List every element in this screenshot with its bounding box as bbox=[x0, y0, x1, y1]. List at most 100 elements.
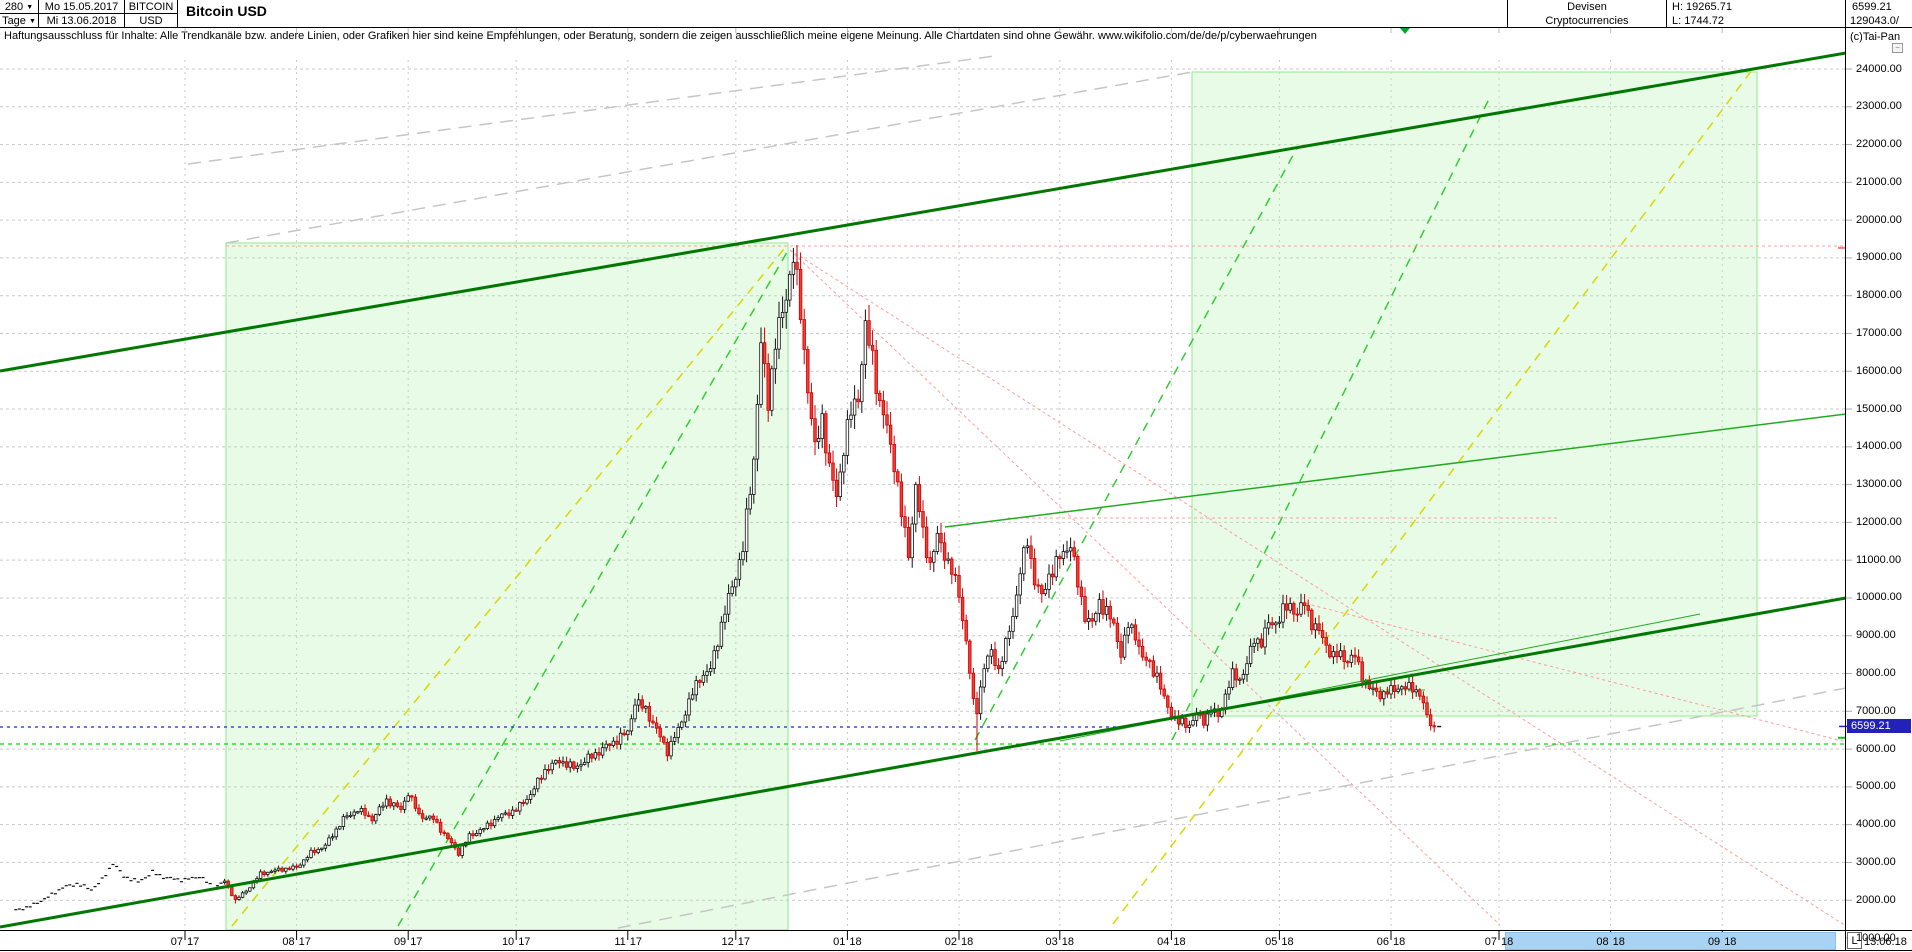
pre-period-tick bbox=[61, 887, 65, 889]
pre-period-tick bbox=[97, 883, 101, 885]
header-bottom-border bbox=[0, 27, 1912, 28]
may-top-decline bbox=[1299, 601, 1846, 743]
pre-period-tick bbox=[111, 863, 115, 866]
y-axis-label: 10000.00 bbox=[1856, 591, 1902, 604]
pre-period-tick bbox=[104, 875, 108, 877]
year-label: 18 bbox=[1061, 936, 1075, 948]
pre-period-tick bbox=[122, 876, 126, 878]
period-unit-dropdown[interactable]: Tage ▼ bbox=[0, 15, 38, 28]
last-bar-marker: L bbox=[1847, 932, 1862, 949]
pre-period-tick bbox=[79, 885, 83, 887]
pre-period-tick bbox=[151, 869, 155, 871]
pre-period-tick bbox=[25, 906, 29, 908]
pre-period-tick bbox=[208, 883, 212, 885]
divider bbox=[1507, 0, 1508, 28]
low-value: L: 1744.72 bbox=[1672, 15, 1724, 27]
pre-period-tick bbox=[143, 877, 147, 879]
month-label: 07 bbox=[1484, 936, 1497, 948]
pre-period-tick bbox=[46, 896, 50, 898]
y-axis-label: 23000.00 bbox=[1856, 100, 1902, 113]
pre-period-tick bbox=[219, 882, 223, 884]
year-label: 18 bbox=[1612, 936, 1625, 948]
pre-period-tick bbox=[129, 880, 133, 882]
divider bbox=[124, 0, 125, 28]
pre-period-tick bbox=[115, 865, 119, 868]
pre-period-tick bbox=[176, 878, 180, 880]
candles-layer bbox=[14, 245, 1442, 911]
month-label: 12 bbox=[721, 936, 734, 948]
year-label: 18 bbox=[1281, 936, 1294, 948]
pre-period-tick bbox=[183, 878, 187, 880]
gray-projection-upper-2 bbox=[225, 71, 1193, 244]
pre-period-tick bbox=[147, 875, 151, 877]
month-label: 07 bbox=[170, 936, 183, 948]
pre-period-tick bbox=[201, 877, 205, 879]
month-label: 09 bbox=[1707, 936, 1721, 948]
axis-border-vertical bbox=[1845, 0, 1846, 951]
year-label: 18 bbox=[1501, 936, 1514, 948]
month-label: 11 bbox=[614, 936, 626, 948]
copyright-label: (c)Tai-Pan bbox=[1850, 31, 1901, 43]
month-label: 08 bbox=[1596, 936, 1609, 948]
pre-period-tick bbox=[165, 877, 169, 879]
year-label: 18 bbox=[849, 936, 862, 948]
symbol-name: BITCOIN bbox=[128, 1, 174, 13]
pre-period-tick bbox=[136, 881, 140, 883]
period-value-dropdown[interactable]: 280 ▼ bbox=[0, 1, 38, 14]
gray-projection-lower bbox=[617, 687, 1846, 929]
pre-period-tick bbox=[187, 878, 191, 880]
y-axis-label: 16000.00 bbox=[1856, 364, 1902, 377]
pre-period-tick bbox=[82, 884, 86, 886]
y-axis-label: 14000.00 bbox=[1856, 440, 1902, 453]
plot-area bbox=[0, 51, 1846, 930]
fan-yellow-left bbox=[231, 243, 789, 927]
chevron-down-icon: ▼ bbox=[28, 18, 36, 25]
category-line1: Devisen bbox=[1567, 1, 1607, 13]
pre-period-tick bbox=[100, 877, 104, 879]
peak-decline-fan-2 bbox=[789, 249, 1846, 927]
y-axis-label: 24000.00 bbox=[1856, 62, 1902, 75]
fan-green-feb-low bbox=[974, 147, 1298, 741]
future-months-highlight bbox=[1505, 931, 1836, 950]
fan-green-apr-low bbox=[1171, 94, 1492, 741]
fan-green-left bbox=[397, 246, 791, 927]
y-axis-label: 22000.00 bbox=[1856, 138, 1902, 151]
year-label: 18 bbox=[1393, 936, 1406, 948]
y-axis-label: 3000.00 bbox=[1856, 855, 1896, 868]
pre-period-tick bbox=[57, 889, 61, 891]
month-label: 08 bbox=[282, 936, 295, 948]
y-axis-label: 5000.00 bbox=[1856, 780, 1896, 793]
channel-box-2017 bbox=[225, 242, 789, 930]
pre-period-tick bbox=[14, 909, 18, 911]
month-label: 10 bbox=[501, 936, 515, 948]
y-axis-label: 11000.00 bbox=[1856, 553, 1902, 566]
y-axis-label: 4000.00 bbox=[1856, 818, 1896, 831]
year-label: 18 bbox=[1724, 936, 1737, 948]
pre-period-tick bbox=[205, 881, 209, 883]
month-label: 02 bbox=[944, 936, 957, 948]
pre-period-tick bbox=[161, 877, 165, 880]
date-from-field[interactable]: Mo 15.05.2017 bbox=[44, 1, 119, 13]
pre-period-tick bbox=[140, 879, 144, 881]
second-value: 129043.0/ bbox=[1850, 15, 1899, 27]
symbol-currency: USD bbox=[139, 15, 163, 27]
fan-yellow-right bbox=[1112, 69, 1753, 925]
y-axis-label: 15000.00 bbox=[1856, 402, 1902, 415]
chevron-down-icon: ▼ bbox=[26, 4, 34, 11]
last-price-tick bbox=[1437, 725, 1442, 728]
divider bbox=[38, 0, 39, 28]
pre-period-tick bbox=[190, 876, 194, 879]
window-bottom-border bbox=[0, 950, 1912, 951]
date-to-field[interactable]: Mi 13.06.2018 bbox=[46, 15, 117, 27]
y-axis-label: 8000.00 bbox=[1856, 667, 1896, 680]
month-label: 05 bbox=[1265, 936, 1278, 948]
pre-period-tick bbox=[32, 902, 36, 904]
y-axis-label: 18000.00 bbox=[1856, 289, 1902, 302]
peak-decline-fan-1 bbox=[789, 249, 1501, 926]
pre-period-tick bbox=[43, 898, 47, 900]
y-axis-label: 21000.00 bbox=[1856, 175, 1902, 188]
collapse-button[interactable]: − bbox=[1892, 43, 1903, 53]
page-title: Bitcoin USD bbox=[186, 3, 267, 19]
year-label: 17 bbox=[629, 936, 643, 948]
